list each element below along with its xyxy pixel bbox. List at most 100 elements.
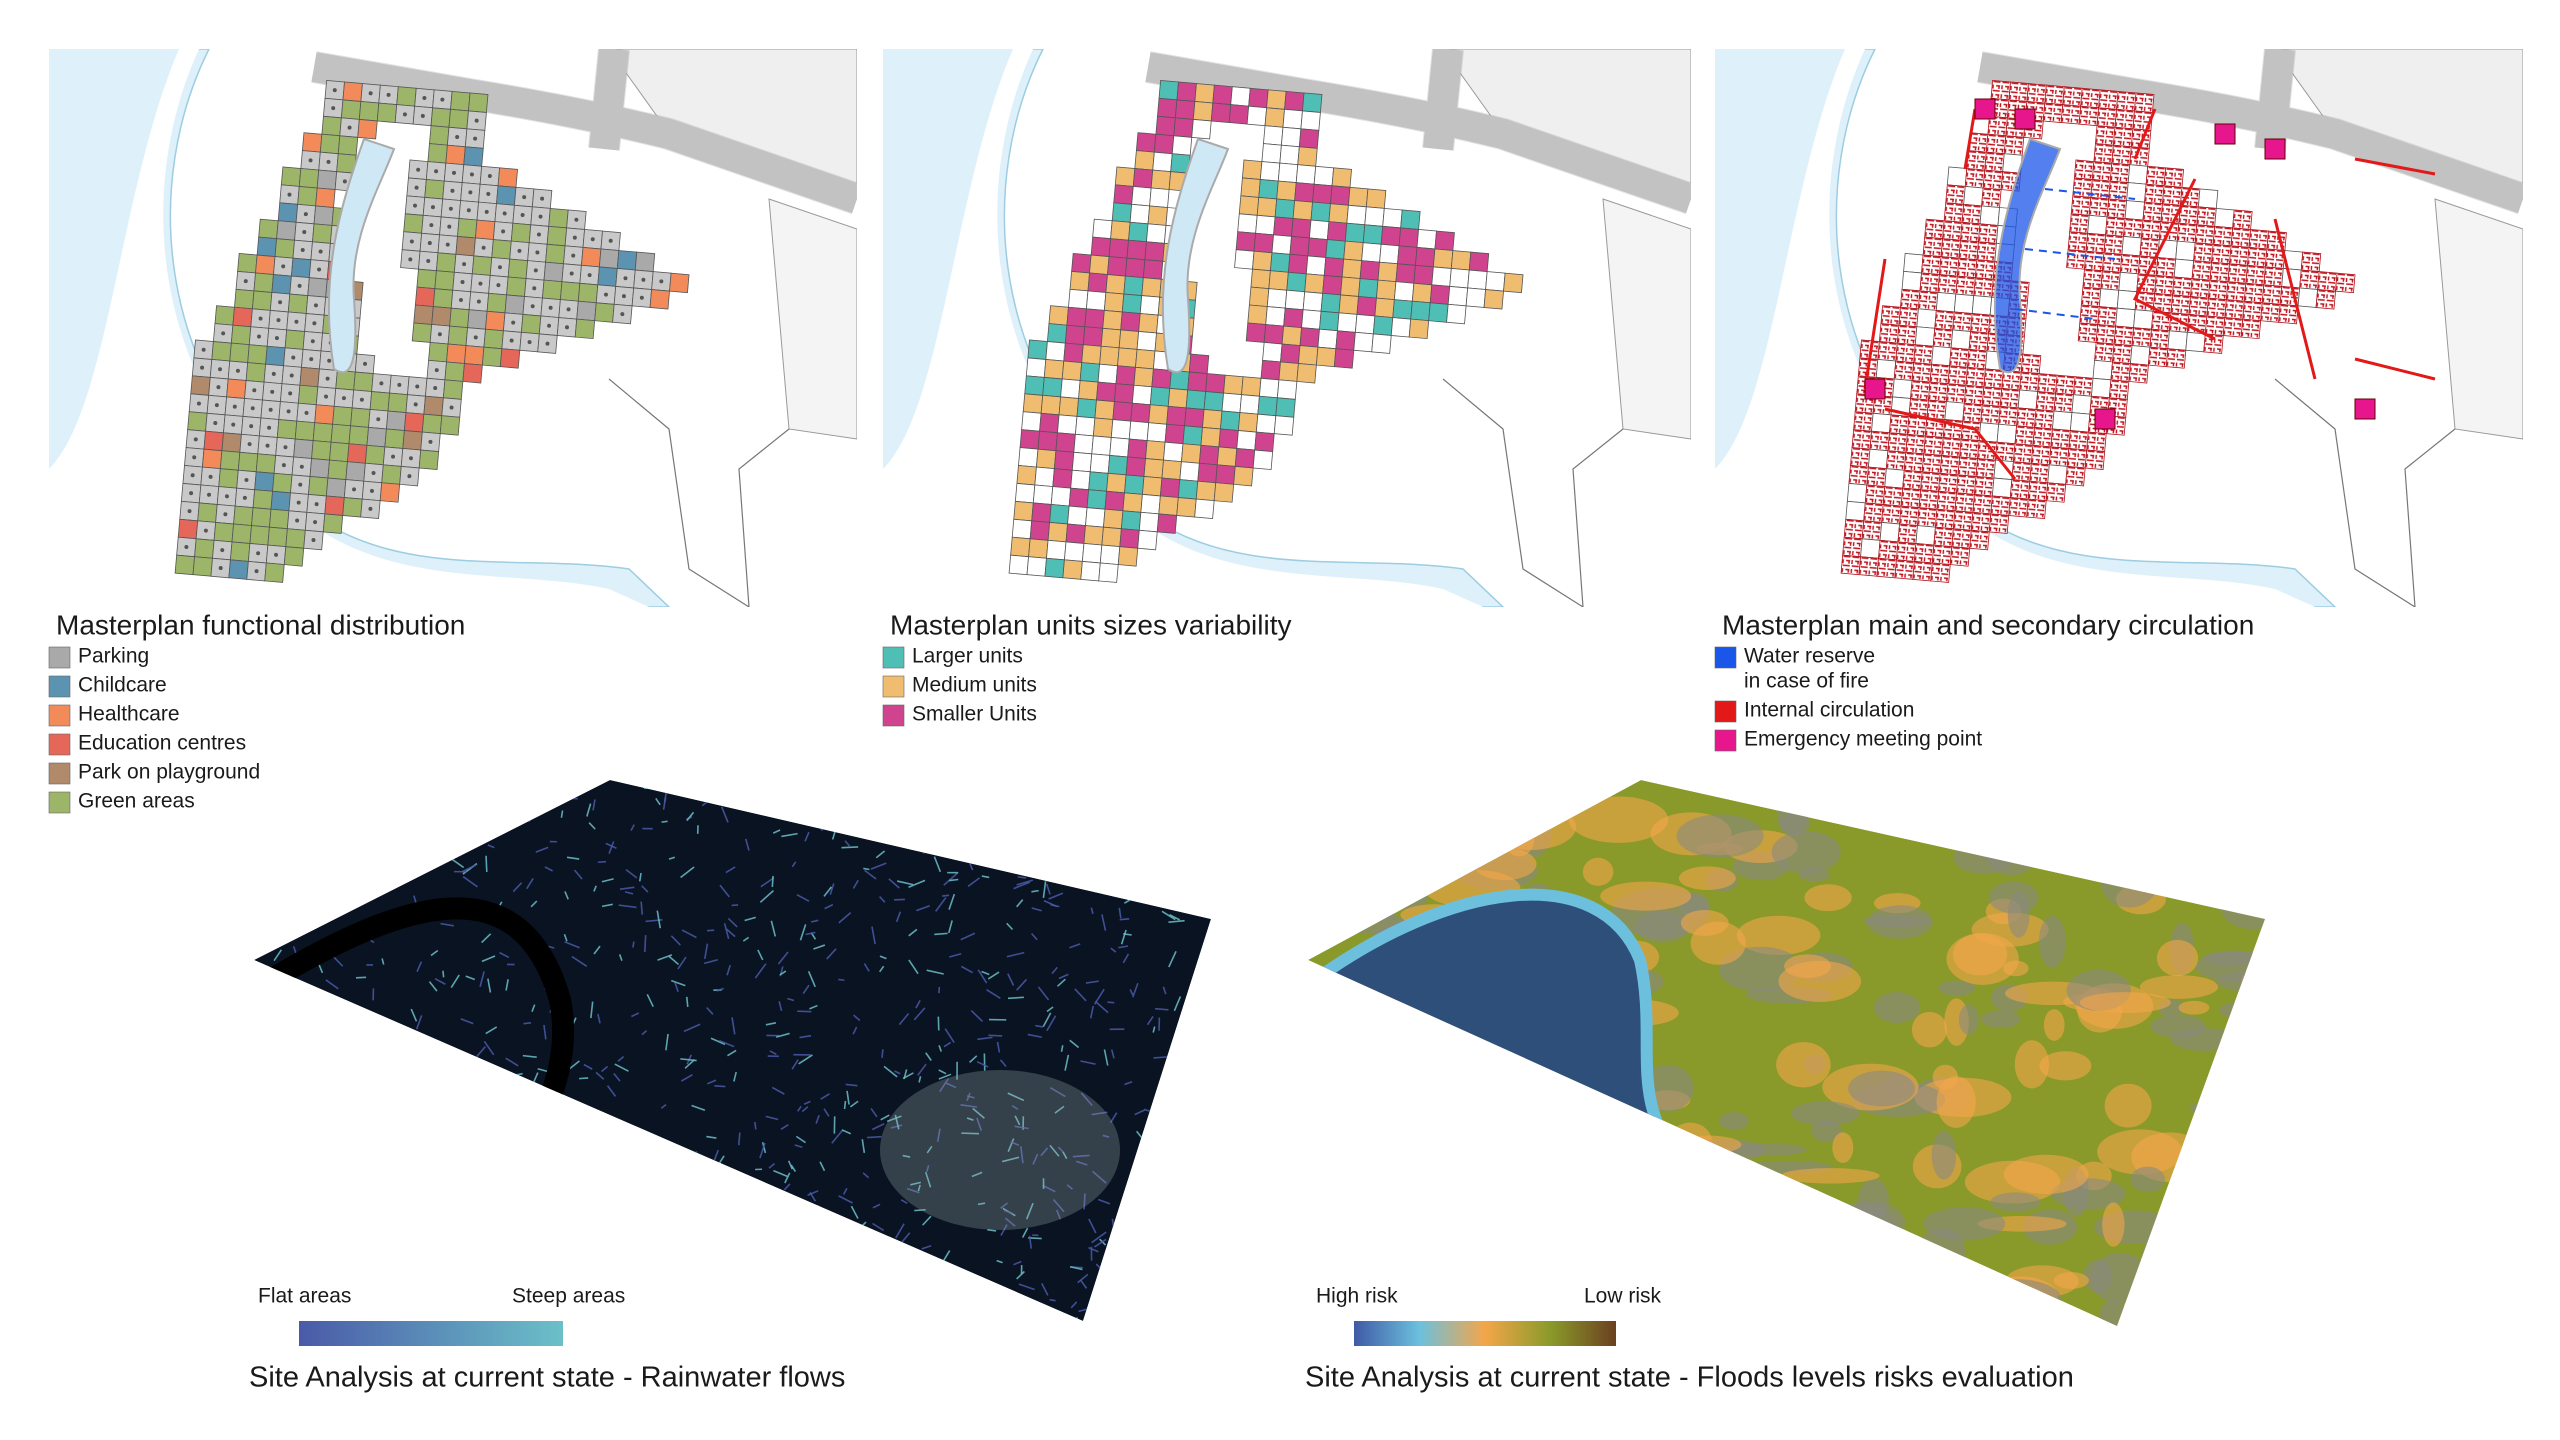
flow-streak [576, 1260, 593, 1272]
grid-cell [1166, 405, 1187, 427]
flow-streak [327, 872, 337, 879]
grid-cell [1894, 559, 1915, 580]
flow-streak [452, 1219, 460, 1227]
grid-cell [1280, 343, 1301, 364]
flow-streak [1103, 1049, 1109, 1066]
risk-patch [1789, 1286, 1879, 1302]
flow-streak [1052, 1199, 1065, 1213]
grid-cell [1483, 289, 1504, 310]
flow-streak [823, 1108, 830, 1117]
unit-dot [533, 268, 538, 273]
flow-streak [689, 1228, 704, 1242]
flow-streak [686, 811, 695, 822]
flow-streak [829, 883, 835, 895]
risk-patch [2204, 846, 2253, 877]
flow-streak [1066, 1184, 1073, 1190]
grid-cell [1971, 295, 1993, 316]
flow-streak [960, 932, 976, 941]
grid-cell [1959, 438, 1980, 459]
flow-streak [1088, 1218, 1097, 1234]
flow-streak [398, 1037, 404, 1049]
grid-cell [345, 461, 366, 482]
flow-streak [356, 1134, 364, 1151]
flow-streak [926, 1165, 930, 1173]
flow-streak [398, 1036, 409, 1043]
grid-cell [1273, 415, 1295, 436]
grid-cell [1088, 471, 1109, 492]
grid-cell [1371, 333, 1392, 354]
flow-streak [302, 1217, 308, 1228]
risk-patch [2099, 1300, 2126, 1326]
flow-streak [790, 1164, 797, 1173]
flow-streak [646, 1171, 664, 1175]
flow-streak [1193, 884, 1202, 892]
grid-cell [634, 251, 656, 273]
flow-streak [936, 1128, 941, 1142]
flow-streak [376, 1143, 394, 1148]
grid-cell [1236, 430, 1257, 451]
grid-cell [1259, 377, 1280, 399]
flow-streak [1058, 973, 1069, 980]
grid-cell [520, 313, 542, 335]
flow-streak [1049, 1144, 1060, 1157]
flow-streak [875, 850, 886, 859]
grid-cell [192, 556, 213, 577]
flow-streak [483, 1040, 495, 1056]
flow-streak [883, 1065, 898, 1078]
grid-cell [2130, 345, 2151, 366]
grid-cell [1302, 291, 1324, 312]
grid-cell [294, 420, 316, 442]
grid-cell [1028, 538, 1049, 559]
grid-cell [1104, 490, 1125, 512]
flow-streak [1007, 1092, 1025, 1102]
flow-streak [270, 1044, 283, 1053]
grid-cell [1467, 269, 1488, 290]
flow-streak [1185, 858, 1198, 863]
grid-cell [316, 169, 338, 191]
legend-label: Medium units [912, 674, 1037, 697]
risk-patch [1676, 814, 1764, 858]
flow-streak [896, 880, 914, 886]
flow-streak [1060, 1045, 1064, 1052]
flow-streak [482, 1239, 497, 1246]
flow-streak [1152, 1026, 1156, 1033]
flow-streak [1173, 996, 1182, 1012]
unit-dot [641, 277, 646, 282]
flow-streak [794, 1144, 803, 1148]
flow-streak [914, 1208, 926, 1212]
flow-streak [619, 886, 635, 891]
grid-cell [1192, 101, 1214, 122]
grid-cell [1117, 546, 1139, 567]
grid-cell [2144, 183, 2165, 205]
map [49, 49, 857, 607]
flow-streak [1142, 849, 1149, 864]
flow-streak [986, 839, 995, 845]
grid-cell [2066, 249, 2087, 270]
flow-streak [1056, 1209, 1062, 1220]
grid-cell [1066, 306, 1087, 328]
flow-streak [323, 822, 338, 828]
grid-cell [1970, 511, 1992, 533]
grid-cell [1945, 184, 1966, 205]
grid-cell [2082, 268, 2103, 290]
flow-streak [900, 1199, 908, 1204]
grid-cell [1292, 200, 1313, 221]
unit-dot [243, 279, 248, 284]
flow-streak [354, 857, 360, 876]
risk-patch [1692, 1214, 1774, 1251]
grid-cell [2185, 331, 2206, 353]
flow-streak [1197, 1120, 1205, 1123]
grid-cell [2133, 309, 2154, 330]
flow-streak [796, 894, 810, 902]
grid-cell [369, 391, 391, 412]
grid-cell [1113, 184, 1134, 205]
grid-cell [1177, 479, 1199, 500]
flow-streak [890, 1124, 903, 1129]
grid-cell [2045, 482, 2067, 503]
unit-dot [572, 235, 577, 240]
flow-streak [768, 1162, 776, 1169]
flow-streak [1193, 1196, 1200, 1209]
flow-streak [850, 1205, 859, 1219]
flow-streak [1191, 849, 1201, 864]
flow-streak [1010, 1141, 1020, 1147]
